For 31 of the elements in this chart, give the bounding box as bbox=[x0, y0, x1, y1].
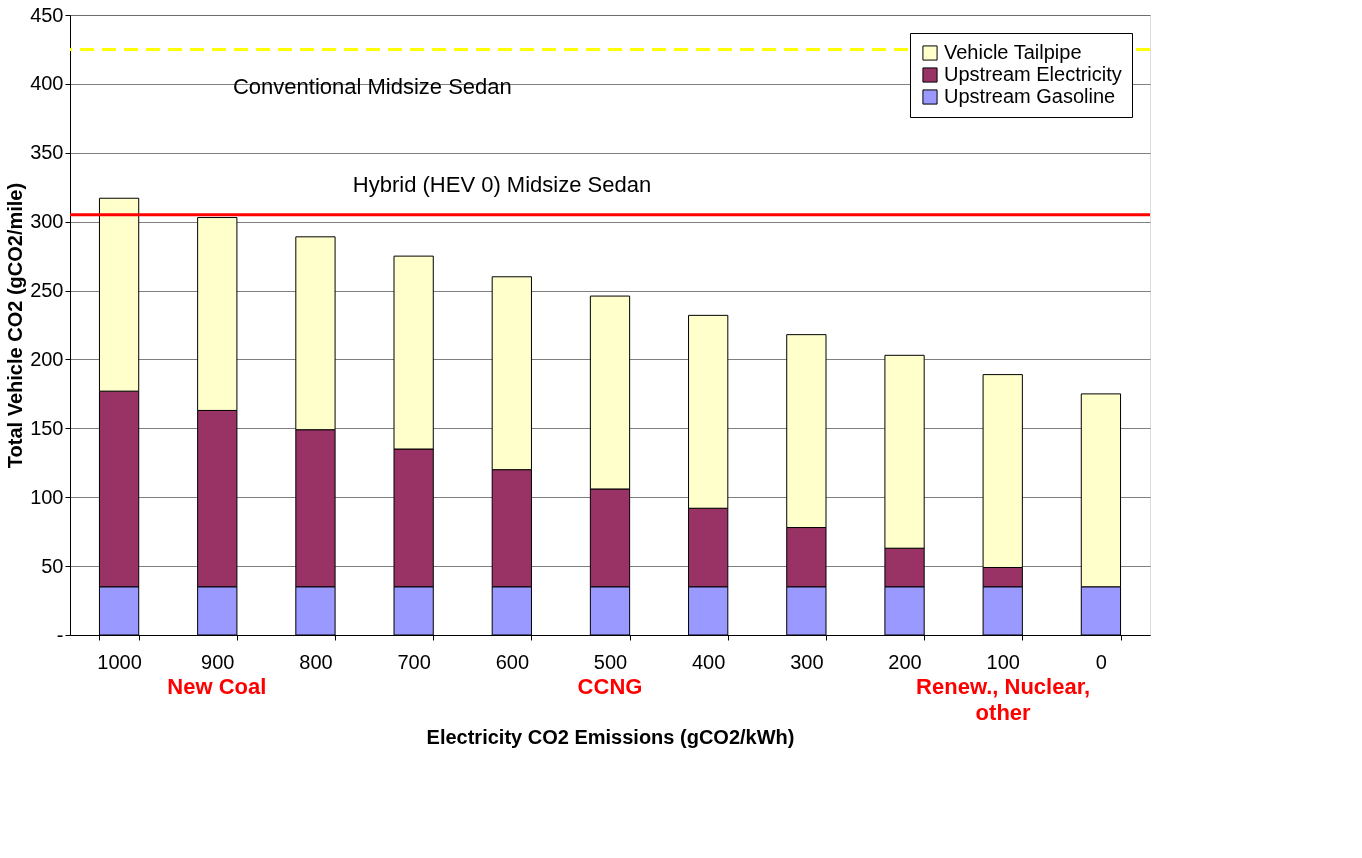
x-tick-label: 0 bbox=[1095, 650, 1107, 673]
text: Renew., Nuclear, other bbox=[916, 674, 1091, 725]
x-tick-label: 500 bbox=[593, 650, 628, 673]
text: CCNG bbox=[577, 674, 643, 699]
x-tick-label: 1000 bbox=[97, 650, 142, 673]
y-tick-label: 150 bbox=[30, 416, 64, 439]
x-tick-label: 900 bbox=[201, 650, 235, 673]
y-tick-label: 450 bbox=[30, 3, 64, 26]
x-axis-title: Electricity CO2 Emissions (gCO2/kWh) bbox=[426, 725, 795, 748]
ref-line-label: Hybrid (HEV 0) Midsize Sedan bbox=[352, 171, 652, 197]
ref-line-label: Conventional Midsize Sedan bbox=[232, 74, 512, 100]
x-tick-label: 100 bbox=[986, 650, 1020, 673]
x-tick-label: 700 bbox=[397, 650, 431, 673]
y-tick-label: 50 bbox=[41, 554, 64, 577]
y-tick-label: 200 bbox=[30, 347, 64, 370]
y-tick-label: 100 bbox=[30, 485, 64, 508]
y-tick-label: 250 bbox=[30, 279, 64, 302]
y-tick-label: - bbox=[56, 623, 64, 646]
y-tick-label: 350 bbox=[30, 141, 64, 164]
x-tick-label: 200 bbox=[888, 650, 922, 673]
legend-label: Upstream Electricity bbox=[944, 63, 1122, 85]
x-tick-label: 400 bbox=[691, 650, 726, 673]
x-tick-label: 800 bbox=[299, 650, 333, 673]
legend-label: Upstream Gasoline bbox=[944, 85, 1116, 107]
text: New Coal bbox=[167, 674, 267, 699]
y-axis-title: Total Vehicle CO2 (gCO2/mile) bbox=[4, 182, 27, 469]
y-tick-label: 400 bbox=[30, 72, 64, 95]
x-tick-label: 600 bbox=[495, 650, 530, 673]
x-tick-label: 300 bbox=[790, 650, 824, 673]
legend-label: Vehicle Tailpipe bbox=[944, 41, 1082, 63]
y-tick-label: 300 bbox=[30, 210, 64, 233]
